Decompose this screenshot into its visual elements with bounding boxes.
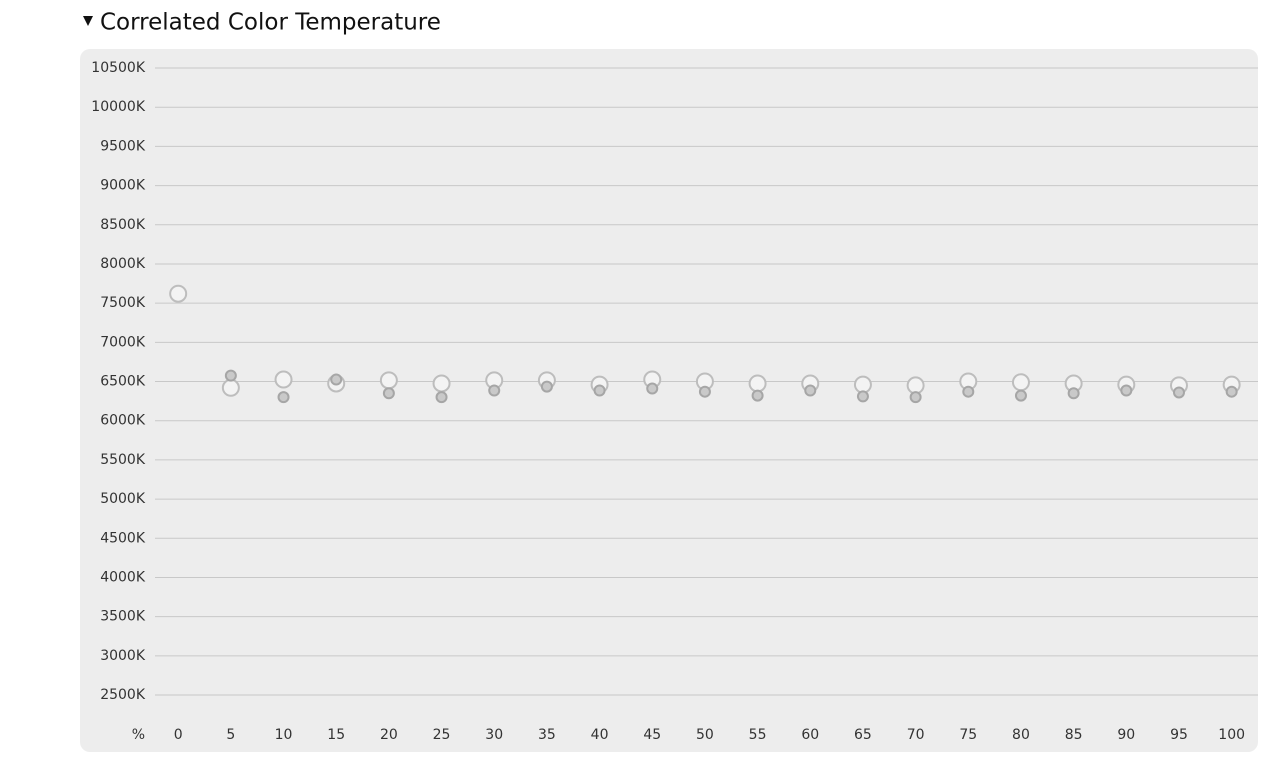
x-tick-label: 30: [485, 727, 503, 743]
x-tick-label: 65: [854, 727, 872, 743]
point: [1014, 389, 1027, 402]
point: [432, 374, 451, 393]
y-tick-label: 5500K: [100, 452, 146, 468]
point: [330, 373, 343, 386]
y-tick-label: 8500K: [100, 217, 146, 233]
point: [488, 384, 501, 397]
plot-panel: [80, 49, 1258, 752]
point: [277, 391, 290, 404]
point: [646, 382, 659, 395]
y-tick-label: 7500K: [100, 295, 146, 311]
point: [382, 387, 395, 400]
x-tick-label: 95: [1170, 727, 1188, 743]
point: [540, 380, 553, 393]
point: [379, 371, 398, 390]
point: [1225, 385, 1238, 398]
x-tick-label: 5: [226, 727, 235, 743]
y-tick-label: 5000K: [100, 491, 146, 507]
point: [593, 384, 606, 397]
x-tick-label: 40: [591, 727, 609, 743]
x-tick-label: 80: [1012, 727, 1030, 743]
y-tick-label: 6500K: [100, 374, 146, 390]
y-tick-label: 6000K: [100, 413, 146, 429]
chart-title: Correlated Color Temperature: [100, 10, 441, 36]
point: [698, 385, 711, 398]
point: [221, 378, 240, 397]
point: [853, 375, 872, 394]
point: [1067, 387, 1080, 400]
point: [962, 385, 975, 398]
y-tick-label: 4500K: [100, 530, 146, 546]
y-tick-label: 10000K: [91, 99, 146, 115]
point: [748, 374, 767, 393]
point: [1011, 373, 1030, 392]
x-tick-label: 90: [1117, 727, 1135, 743]
x-tick-label: 15: [327, 727, 345, 743]
point: [1120, 384, 1133, 397]
point: [1172, 386, 1185, 399]
y-tick-label: 3500K: [100, 609, 146, 625]
x-tick-label: 25: [433, 727, 451, 743]
y-tick-label: 2500K: [100, 687, 146, 703]
y-tick-label: 10500K: [91, 60, 146, 76]
point: [906, 376, 925, 395]
point: [804, 384, 817, 397]
x-tick-label: 60: [801, 727, 819, 743]
x-tick-label: 20: [380, 727, 398, 743]
point: [224, 369, 237, 382]
x-tick-label: 55: [749, 727, 767, 743]
x-tick-label: 100: [1218, 727, 1245, 743]
y-tick-label: 4000K: [100, 569, 146, 585]
collapse-icon[interactable]: [83, 16, 93, 26]
x-axis-label: %: [132, 727, 145, 743]
point: [435, 391, 448, 404]
y-tick-label: 3000K: [100, 648, 146, 664]
y-tick-label: 9000K: [100, 178, 146, 194]
x-tick-label: 70: [907, 727, 925, 743]
point: [169, 284, 188, 303]
point: [751, 389, 764, 402]
x-tick-label: 75: [959, 727, 977, 743]
point: [909, 391, 922, 404]
point: [856, 390, 869, 403]
y-tick-label: 8000K: [100, 256, 146, 272]
x-tick-label: 0: [174, 727, 183, 743]
x-tick-label: 50: [696, 727, 714, 743]
x-tick-label: 85: [1065, 727, 1083, 743]
y-tick-label: 7000K: [100, 334, 146, 350]
y-tick-label: 9500K: [100, 138, 146, 154]
x-tick-label: 45: [643, 727, 661, 743]
x-tick-label: 35: [538, 727, 556, 743]
point: [274, 370, 293, 389]
x-tick-label: 10: [275, 727, 293, 743]
